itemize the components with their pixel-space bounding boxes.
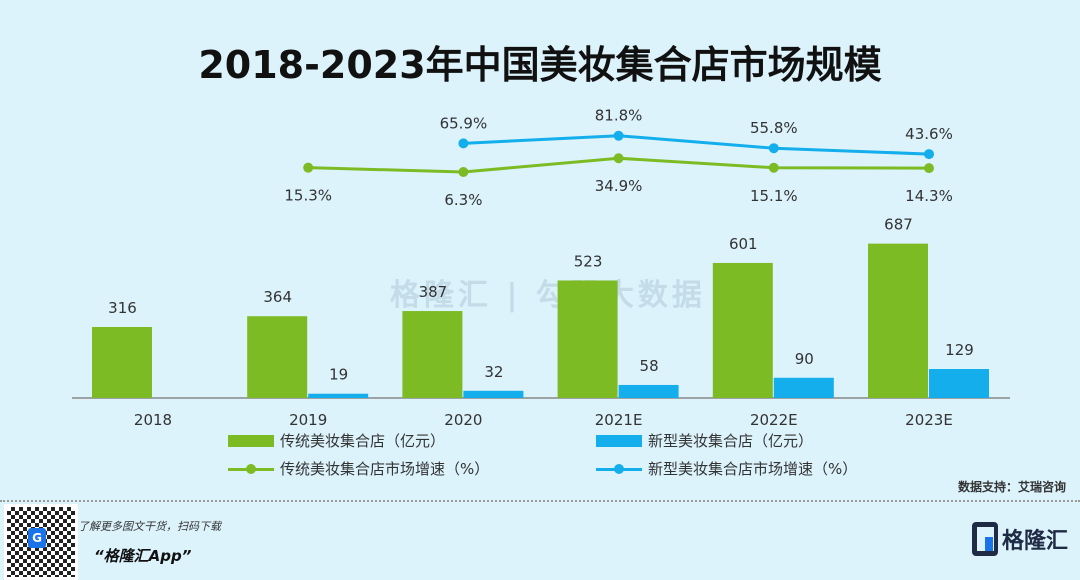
bar-value-label: 19 <box>329 366 348 384</box>
promo-text: 了解更多图文干货，扫码下载 <box>78 520 221 533</box>
x-tick-label: 2020 <box>444 411 482 429</box>
line-value-label: 55.8% <box>750 119 798 137</box>
legend-item-traditional-line: 传统美妆集合店市场增速（%） <box>228 458 489 479</box>
bar-new <box>773 377 834 398</box>
line-point <box>458 138 469 149</box>
bar-value-label: 601 <box>729 235 758 253</box>
line-point <box>924 149 934 160</box>
line-value-label: 6.3% <box>444 191 482 209</box>
line-value-label: 65.9% <box>440 114 488 132</box>
x-tick-label: 2018 <box>134 411 172 429</box>
divider <box>0 500 1080 502</box>
legend-swatch <box>228 434 274 447</box>
line-point <box>768 162 779 173</box>
legend-item-new-bar: 新型美妆集合店（亿元） <box>596 430 813 451</box>
x-tick-label: 2021E <box>595 411 643 429</box>
legend-label: 新型美妆集合店（亿元） <box>648 432 814 450</box>
line-value-label: 81.8% <box>595 107 643 125</box>
bar-value-label: 687 <box>884 216 913 234</box>
legend-swatch <box>596 434 642 447</box>
bar-value-label: 58 <box>640 357 659 375</box>
x-tick-label: 2022E <box>750 411 798 429</box>
line-point <box>924 163 934 174</box>
source-note: 数据支持：艾瑞咨询 <box>957 480 1066 494</box>
line-point <box>613 153 624 164</box>
bar-new <box>618 384 679 398</box>
brand-logo: 格隆汇 <box>971 522 1068 556</box>
bar-traditional <box>557 280 618 398</box>
legend-label: 传统美妆集合店（亿元） <box>280 432 446 450</box>
line-point <box>613 130 624 141</box>
legend-line-marker <box>228 463 274 475</box>
line-point <box>303 162 314 173</box>
bar-value-label: 364 <box>263 288 292 306</box>
line-new <box>463 134 930 156</box>
bar-value-label: 523 <box>574 252 603 270</box>
bar-new <box>929 369 989 398</box>
legend-item-traditional-bar: 传统美妆集合店（亿元） <box>228 430 445 451</box>
chart: 2018 2019 2020 2021E 2022E 2023E 316 364 387 523 6… <box>72 107 1010 429</box>
chart-title: 2018-2023年中国美妆集合店市场规模 <box>198 43 882 87</box>
bar-traditional <box>92 326 152 398</box>
bar-value-label: 32 <box>484 363 503 381</box>
bar-value-label: 387 <box>419 283 448 301</box>
bar-new <box>463 390 524 398</box>
legend-item-new-line: 新型美妆集合店市场增速（%） <box>596 458 857 479</box>
legend-line-marker <box>596 463 642 475</box>
bar-traditional <box>712 262 773 398</box>
line-value-label: 15.1% <box>750 187 798 205</box>
bar-value-label: 90 <box>795 350 814 368</box>
bar-traditional <box>247 316 308 398</box>
bar-traditional <box>868 243 928 398</box>
qr-logo-icon: G <box>28 528 46 548</box>
line-value-label: 43.6% <box>905 125 953 143</box>
bar-value-label: 316 <box>108 299 137 317</box>
logo-text: 格隆汇 <box>1001 529 1068 554</box>
legend-label: 新型美妆集合店市场增速（%） <box>648 460 858 478</box>
line-value-label: 34.9% <box>595 177 643 195</box>
line-value-label: 15.3% <box>284 187 332 205</box>
bar-new <box>308 393 369 398</box>
bar-traditional <box>402 311 463 398</box>
line-point <box>768 143 779 154</box>
line-value-label: 14.3% <box>905 187 953 205</box>
legend-label: 传统美妆集合店市场增速（%） <box>280 460 490 478</box>
x-tick-label: 2023E <box>905 411 953 429</box>
watermark: 格隆汇 | 勾股大数据 <box>390 278 706 313</box>
bar-value-label: 129 <box>945 341 974 359</box>
x-tick-label: 2019 <box>289 411 327 429</box>
logo-g-icon <box>971 522 998 556</box>
line-point <box>458 166 469 177</box>
app-name: “格隆汇App” <box>94 547 192 565</box>
